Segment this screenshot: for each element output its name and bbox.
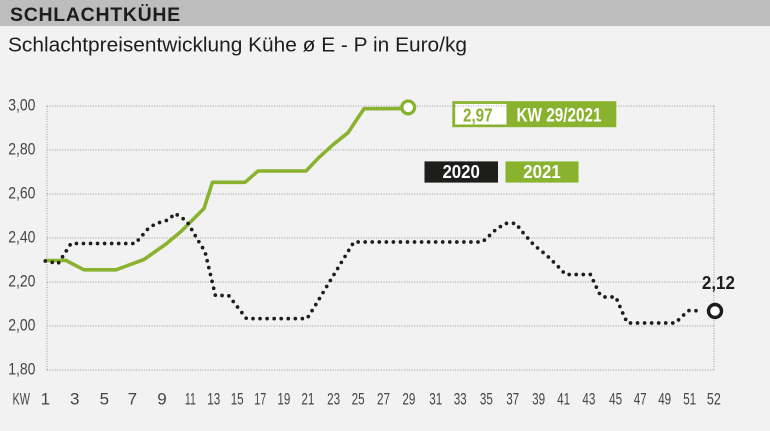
- svg-text:49: 49: [658, 390, 671, 409]
- svg-text:2,60: 2,60: [8, 183, 35, 202]
- svg-text:9: 9: [157, 390, 166, 409]
- svg-text:2021: 2021: [523, 162, 561, 182]
- svg-text:KW: KW: [13, 390, 30, 409]
- svg-text:51: 51: [683, 390, 696, 409]
- svg-text:5: 5: [100, 390, 109, 409]
- svg-text:52: 52: [707, 390, 721, 409]
- svg-text:2,20: 2,20: [8, 271, 35, 290]
- svg-text:45: 45: [609, 390, 622, 409]
- svg-text:13: 13: [207, 390, 220, 409]
- svg-text:2020: 2020: [442, 162, 480, 182]
- svg-text:47: 47: [634, 390, 647, 409]
- svg-text:17: 17: [254, 390, 266, 409]
- svg-text:25: 25: [352, 390, 365, 409]
- svg-text:37: 37: [506, 390, 519, 409]
- svg-text:Schlachtpreisentwicklung Kühe: Schlachtpreisentwicklung Kühe ø E - P in…: [8, 34, 467, 57]
- svg-text:KW 29/2021: KW 29/2021: [517, 106, 602, 127]
- svg-text:1,80: 1,80: [8, 359, 35, 378]
- svg-text:43: 43: [582, 390, 595, 409]
- svg-text:2,80: 2,80: [8, 139, 35, 158]
- svg-text:11: 11: [185, 390, 196, 409]
- svg-text:23: 23: [327, 390, 340, 409]
- svg-text:2,97: 2,97: [463, 105, 493, 126]
- svg-text:2,40: 2,40: [8, 227, 35, 246]
- svg-text:27: 27: [377, 390, 390, 409]
- svg-text:7: 7: [128, 390, 137, 409]
- svg-text:39: 39: [532, 390, 545, 409]
- svg-text:1: 1: [41, 390, 50, 409]
- svg-text:3: 3: [70, 390, 79, 409]
- svg-text:2,12: 2,12: [702, 273, 735, 293]
- svg-text:SCHLACHTKÜHE: SCHLACHTKÜHE: [10, 3, 181, 26]
- svg-text:2,00: 2,00: [8, 315, 35, 334]
- svg-text:35: 35: [480, 390, 493, 409]
- svg-text:31: 31: [429, 390, 442, 409]
- svg-text:33: 33: [454, 390, 467, 409]
- svg-text:19: 19: [277, 390, 290, 409]
- svg-text:15: 15: [231, 390, 244, 409]
- svg-text:29: 29: [402, 390, 415, 409]
- svg-text:3,00: 3,00: [8, 95, 35, 114]
- svg-text:21: 21: [301, 390, 314, 409]
- svg-text:41: 41: [557, 390, 570, 409]
